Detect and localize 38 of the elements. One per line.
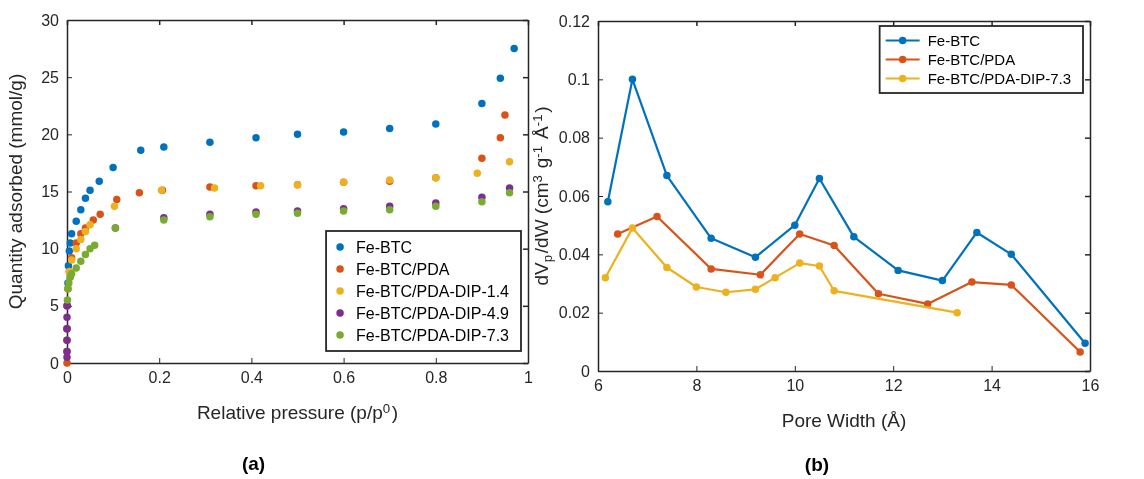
legend-label: Fe-BTC/PDA-DIP-4.9 bbox=[356, 304, 510, 322]
y-tick-label: 0 bbox=[50, 354, 60, 372]
y-tick-label: 0.12 bbox=[558, 12, 591, 30]
legend-label: Fe-BTC/PDA bbox=[356, 260, 450, 278]
legend-label: Fe-BTC/PDA-DIP-7.3 bbox=[356, 326, 510, 344]
x-tick-label: 16 bbox=[1081, 377, 1100, 395]
y-tick-label: 10 bbox=[41, 240, 60, 258]
text: (b) bbox=[804, 454, 830, 475]
x-tick-label: 12 bbox=[884, 377, 903, 395]
x-tick-label: 0.8 bbox=[425, 369, 448, 387]
x-tick-label: 0.2 bbox=[148, 369, 171, 387]
x-tick-label: 0 bbox=[63, 369, 73, 387]
y-axis-title: Quantity adsorbed (mmol/g) bbox=[5, 73, 26, 310]
y-tick-label: 0.06 bbox=[558, 187, 591, 205]
x-tick-label: 0.6 bbox=[332, 369, 356, 387]
y-tick-label: 0.1 bbox=[567, 70, 591, 88]
legend-label: Fe-BTC/PDA-DIP-7.3 bbox=[927, 69, 1071, 87]
y-tick-label: 5 bbox=[50, 297, 60, 315]
legend-label: Fe-BTC bbox=[927, 31, 981, 49]
x-axis-title: Relative pressure (p/p$^{0}$) bbox=[196, 401, 399, 423]
y-tick-label: 25 bbox=[41, 68, 60, 86]
y-tick-label: 0.04 bbox=[558, 245, 591, 263]
y-tick-label: 15 bbox=[41, 183, 60, 201]
x-tick-label: 6 bbox=[594, 377, 604, 395]
x-axis-title: Pore Width (Å) bbox=[781, 410, 907, 431]
y-tick-label: 30 bbox=[41, 11, 60, 29]
x-tick-label: 1 bbox=[524, 369, 534, 387]
y-tick-label: 0.08 bbox=[558, 129, 591, 147]
legend-label: Fe-BTC/PDA bbox=[927, 50, 1016, 68]
text: (a) bbox=[241, 453, 266, 474]
y-tick-label: 20 bbox=[41, 125, 60, 143]
x-tick-label: 8 bbox=[692, 377, 702, 395]
x-tick-label: 14 bbox=[983, 377, 1002, 395]
legend-label: Fe-BTC bbox=[356, 238, 413, 256]
x-tick-label: 0.4 bbox=[240, 369, 264, 387]
x-tick-label: 10 bbox=[786, 377, 805, 395]
y-tick-label: 0.02 bbox=[558, 304, 591, 322]
legend-label: Fe-BTC/PDA-DIP-1.4 bbox=[356, 282, 510, 300]
